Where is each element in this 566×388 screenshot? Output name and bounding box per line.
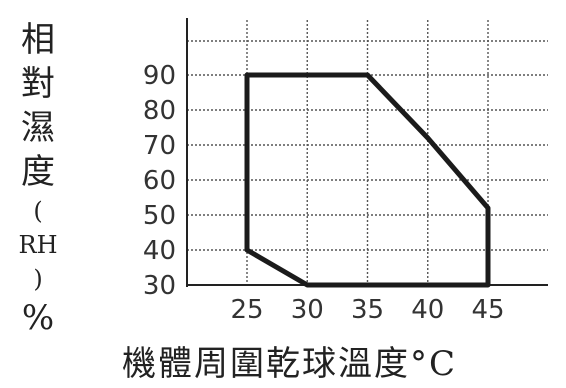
y-tick-label: 90: [143, 61, 176, 91]
y-axis-label-char: 度: [21, 152, 55, 192]
y-tick-label: 40: [143, 236, 176, 266]
y-tick-label: 60: [143, 166, 176, 196]
y-tick-label: 80: [143, 96, 176, 126]
x-tick-labels: 25 30 35 40 45: [230, 295, 504, 325]
x-tick-label: 30: [291, 295, 324, 325]
x-tick-label: 25: [230, 295, 263, 325]
y-tick-label: 70: [143, 131, 176, 161]
x-tick-label: 40: [411, 295, 444, 325]
series: [244, 72, 491, 288]
y-axis-label-char: 相: [21, 20, 55, 60]
y-axis-label-char: RH: [18, 231, 58, 259]
y-axis-label-char: %: [21, 298, 55, 338]
grid-lines: [187, 20, 548, 285]
x-tick-label: 35: [351, 295, 384, 325]
y-axis-label-char: 濕: [21, 108, 55, 148]
y-tick-labels: 30 40 50 60 70 80 90: [143, 61, 176, 301]
x-axis-label: 機體周圍乾球溫度°C: [122, 344, 458, 384]
x-tick-label: 45: [471, 295, 504, 325]
y-axis-label: 相對濕度 ( RH)%: [18, 18, 58, 340]
series-line: [244, 72, 491, 288]
y-tick-label: 50: [143, 201, 176, 231]
y-tick-label: 30: [143, 271, 176, 301]
y-axis-label-char: ): [33, 265, 43, 293]
y-axis-label-char: (: [33, 197, 43, 225]
y-axis-label-char: 對: [21, 64, 55, 104]
